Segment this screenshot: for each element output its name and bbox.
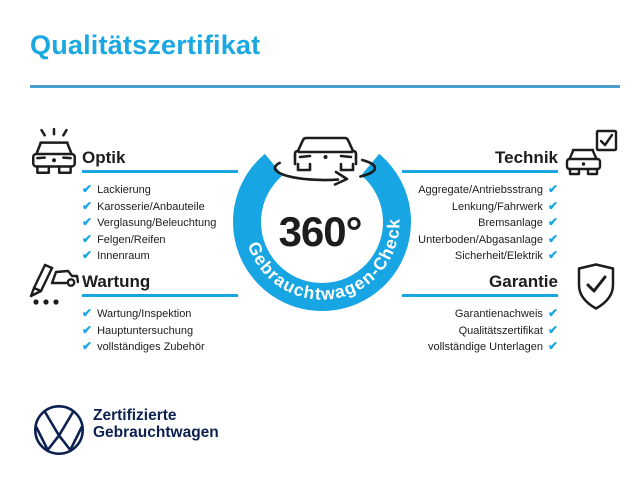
car-front-shine-icon [27, 126, 81, 182]
section-technik: Technik Aggregate/Antriebsstrang ✔ Lenkun… [402, 148, 558, 265]
360-check-badge: Gebrauchtwagen-Check 360° [233, 136, 411, 311]
section-wartung-list: ✔ Wartung/Inspektion ✔ Hauptuntersuchung ✔… [82, 306, 238, 356]
list-item-label: vollständige Unterlagen [427, 341, 543, 353]
brand-claim-line1: Zertifizierte [93, 407, 177, 424]
list-item: Aggregate/Antriebsstrang ✔ [402, 182, 558, 199]
check-icon: ✔ [82, 198, 93, 213]
check-icon: ✔ [547, 182, 558, 196]
list-item: Garantienachweis ✔ [402, 306, 558, 323]
list-item: ✔ Felgen/Reifen [82, 232, 238, 249]
section-technik-list: Aggregate/Antriebsstrang ✔ Lenkung/Fahrwe… [402, 182, 558, 265]
check-icon: ✔ [82, 215, 93, 229]
list-item: Unterboden/Abgasanlage ✔ [402, 232, 558, 249]
list-item: Bremsanlage ✔ [402, 215, 558, 232]
check-icon: ✔ [82, 306, 93, 320]
list-item-label: Qualitätszertifikat [458, 324, 543, 337]
check-icon: ✔ [547, 339, 558, 353]
list-item: Qualitätszertifikat ✔ [402, 323, 558, 340]
car-checkbox-icon [565, 129, 619, 181]
check-icon: ✔ [82, 248, 93, 262]
pencil-car-checklist-icon [27, 256, 79, 310]
check-icon: ✔ [82, 231, 93, 246]
list-item-label: Sicherheit/Elektrik [454, 250, 543, 262]
title-divider [30, 85, 620, 88]
list-item: ✔ Verglasung/Beleuchtung [82, 215, 238, 232]
check-icon: ✔ [82, 339, 93, 353]
list-item-label: Verglasung/Beleuchtung [97, 217, 217, 229]
section-garantie: Garantie Garantienachweis ✔ Qualitätszert… [402, 272, 558, 356]
list-item-label: Hauptuntersuchung [97, 324, 194, 337]
list-item: ✔ Wartung/Inspektion [82, 306, 238, 323]
check-icon: ✔ [82, 322, 93, 337]
section-wartung: Wartung ✔ Wartung/Inspektion ✔ Hauptunters… [82, 272, 238, 356]
list-item: Sicherheit/Elektrik ✔ [402, 248, 558, 265]
check-icon: ✔ [547, 306, 558, 320]
list-item: ✔ Karosserie/Anbauteile [82, 199, 238, 216]
list-item-label: Aggregate/Antriebsstrang [418, 184, 543, 196]
check-icon: ✔ [547, 198, 558, 213]
list-item-label: Innenraum [97, 250, 150, 262]
brand-claim: Zertifizierte Gebrauchtwagen [93, 407, 219, 441]
list-item: vollständige Unterlagen ✔ [402, 339, 558, 356]
list-item-label: Garantienachweis [454, 308, 543, 320]
section-optik-rule [82, 170, 238, 173]
list-item-label: Unterboden/Abgasanlage [418, 233, 543, 246]
list-item: ✔ Lackierung [82, 182, 238, 199]
badge-degrees: 360° [279, 208, 362, 255]
badge-ring [233, 153, 411, 311]
list-item-label: Bremsanlage [478, 217, 543, 229]
section-garantie-title: Garantie [489, 272, 558, 291]
section-wartung-rule [82, 294, 238, 297]
section-garantie-list: Garantienachweis ✔ Qualitätszertifikat ✔ v… [402, 306, 558, 356]
section-wartung-title: Wartung [82, 272, 151, 291]
check-icon: ✔ [547, 322, 558, 337]
section-optik-title: Optik [82, 148, 126, 167]
list-item-label: vollständiges Zubehör [97, 341, 205, 353]
check-icon: ✔ [547, 231, 558, 246]
list-item-label: Wartung/Inspektion [97, 308, 192, 320]
check-icon: ✔ [547, 215, 558, 229]
list-item-label: Karosserie/Anbauteile [97, 200, 205, 213]
section-technik-rule [402, 170, 558, 173]
check-icon: ✔ [547, 248, 558, 262]
brand-claim-line2: Gebrauchtwagen [93, 423, 219, 441]
list-item: ✔ Innenraum [82, 248, 238, 265]
section-garantie-rule [402, 294, 558, 297]
section-technik-title: Technik [495, 148, 558, 167]
list-item: Lenkung/Fahrwerk ✔ [402, 199, 558, 216]
check-icon: ✔ [82, 182, 93, 196]
list-item-label: Lackierung [97, 184, 151, 196]
section-optik: Optik ✔ Lackierung ✔ Karosserie/Anbauteile… [82, 148, 238, 265]
list-item-label: Lenkung/Fahrwerk [451, 200, 543, 213]
shield-check-icon [573, 261, 619, 313]
list-item: ✔ vollständiges Zubehör [82, 339, 238, 356]
list-item-label: Felgen/Reifen [97, 233, 166, 246]
car-rotation-icon [273, 136, 377, 186]
page-title: Qualitätszertifikat [30, 30, 261, 60]
list-item: ✔ Hauptuntersuchung [82, 323, 238, 340]
vw-logo [33, 404, 85, 461]
section-optik-list: ✔ Lackierung ✔ Karosserie/Anbauteile ✔ Verg… [82, 182, 238, 265]
